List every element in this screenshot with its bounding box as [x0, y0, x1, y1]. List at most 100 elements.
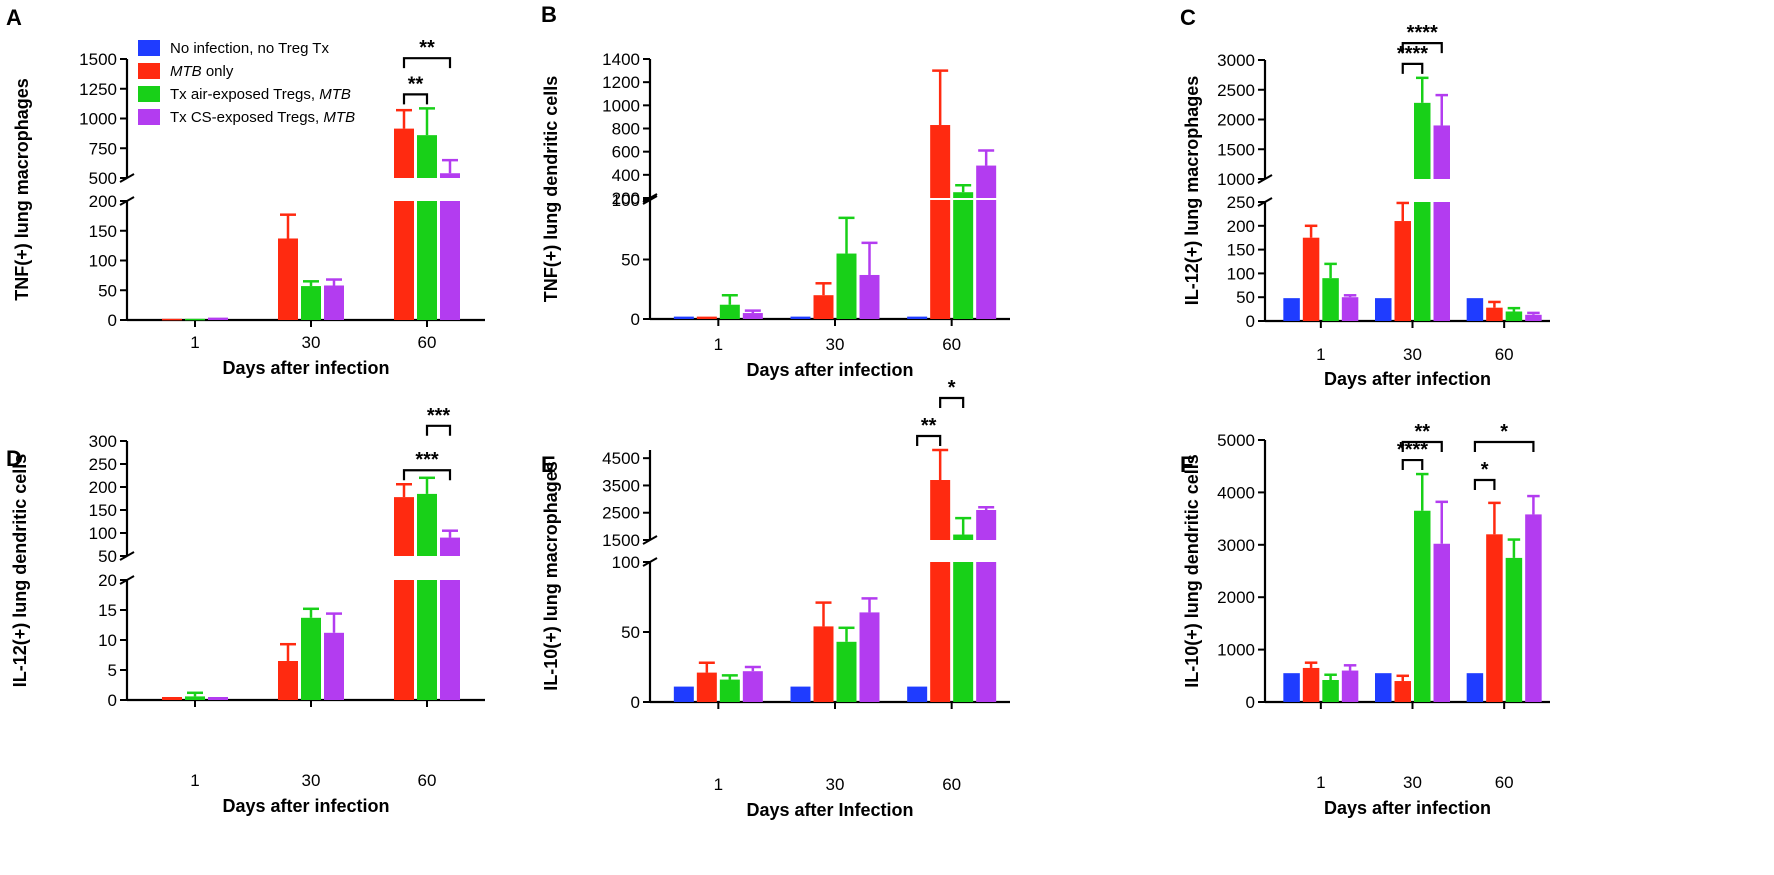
bar — [324, 285, 344, 320]
bar-group — [1302, 661, 1320, 702]
significance-bracket: * — [1473, 459, 1496, 490]
bar-group — [790, 316, 811, 319]
bar — [1433, 125, 1450, 179]
bar — [1505, 311, 1523, 321]
bar — [953, 192, 974, 198]
x-axis-title: Days after infection — [222, 796, 389, 816]
y-tick-label: 150 — [89, 222, 117, 241]
bar — [907, 316, 928, 319]
bar-group — [930, 69, 951, 319]
y-tick-label: 200 — [89, 192, 117, 211]
y-tick-label: 200 — [612, 189, 640, 208]
bar-group — [813, 601, 834, 702]
significance-stars: *** — [415, 449, 439, 471]
y-tick-label: 100 — [89, 252, 117, 271]
y-tick-label: 4000 — [1217, 483, 1255, 502]
y-tick-label: 3000 — [1217, 536, 1255, 555]
bar-group — [1466, 673, 1484, 702]
y-tick-label: 5000 — [1217, 431, 1255, 450]
bar — [1302, 667, 1320, 702]
bar — [673, 686, 694, 702]
bar — [417, 493, 437, 556]
bracket-line — [425, 424, 452, 436]
significance-bracket: **** — [1397, 43, 1428, 74]
bar — [162, 318, 182, 321]
x-tick-label: 1 — [1316, 773, 1325, 792]
bar — [1486, 534, 1503, 702]
y-tick-label: 50 — [1236, 288, 1255, 307]
bar — [162, 697, 182, 700]
bar-group — [301, 280, 321, 320]
y-tick-label: 0 — [1246, 693, 1255, 712]
y-tick-label: 800 — [612, 120, 640, 139]
bar-group — [324, 278, 344, 320]
bar — [953, 562, 974, 702]
bar — [859, 274, 880, 319]
axis-break-mark — [642, 557, 658, 567]
panel-letter: F — [1180, 452, 1193, 477]
bar — [907, 686, 928, 702]
bar-group — [859, 241, 880, 319]
bar — [1414, 202, 1431, 321]
y-tick-label: 1250 — [79, 80, 117, 99]
y-tick-label: 20 — [98, 571, 117, 590]
bar — [208, 697, 228, 700]
legend-swatch — [138, 63, 160, 79]
bracket-line — [1401, 42, 1443, 54]
significance-stars: * — [948, 377, 956, 399]
y-axis: 0 50 100 150 200 250 1000 1500 2000 2500 3000 — [1217, 51, 1273, 331]
y-tick-label: 3500 — [602, 476, 640, 495]
x-tick-label: 60 — [1495, 345, 1514, 364]
bar-group — [394, 482, 414, 700]
significance-stars: *** — [427, 405, 451, 427]
bar — [1283, 298, 1300, 321]
panel-letter: D — [6, 446, 22, 471]
y-tick-label: 0 — [108, 311, 117, 330]
y-tick-label: 50 — [621, 623, 640, 642]
bar — [1525, 514, 1542, 702]
bar — [1505, 557, 1523, 702]
bar — [1341, 297, 1359, 321]
bar — [742, 671, 763, 702]
bracket-line — [402, 57, 452, 69]
legend-text: Tx CS-exposed Tregs, — [170, 109, 323, 126]
bar-group — [185, 318, 205, 321]
bar-group — [719, 293, 740, 319]
bar — [185, 318, 205, 321]
legend-label: MTB only — [170, 63, 234, 80]
panel-c: C 0 50 100 150 200 250 1000 1500 2000 2500 3000 1 30 6… — [1180, 5, 1550, 389]
bar-group — [696, 661, 717, 702]
bar-group — [930, 448, 951, 702]
bar-group — [907, 686, 928, 702]
significance-stars: * — [1481, 459, 1489, 481]
x-tick-label: 1 — [190, 333, 199, 352]
significance-bracket: *** — [425, 405, 452, 436]
y-axis-title: TNF(+) lung dendritic cells — [541, 76, 561, 303]
x-axis-title: Days after infection — [222, 358, 389, 378]
bar-group — [324, 612, 344, 700]
y-tick-label: 5 — [108, 661, 117, 680]
x-tick-label: 60 — [942, 335, 961, 354]
bracket-line — [1401, 62, 1424, 74]
bar — [813, 295, 834, 319]
y-tick-label: 100 — [89, 524, 117, 543]
panel-e: E 0 50 100 1500 2500 3500 4500 1 30 60 Days after I… — [541, 377, 1010, 820]
bar — [953, 200, 974, 319]
panel-d: D 0 5 10 15 20 50 100 150 200 250 300 1 30 60 Days afte… — [6, 405, 485, 816]
significance-bracket: ** — [1401, 421, 1443, 452]
bar — [976, 562, 997, 702]
bar-group — [1414, 76, 1431, 321]
bar — [417, 135, 437, 178]
y-tick-label: 500 — [89, 169, 117, 188]
bar-group — [673, 686, 694, 702]
x-tick-label: 1 — [714, 775, 723, 794]
bracket-line — [1401, 458, 1424, 471]
bar-group — [907, 316, 928, 319]
bar — [278, 238, 298, 320]
bar — [953, 534, 974, 540]
legend-swatch — [138, 109, 160, 125]
y-tick-label: 100 — [612, 553, 640, 572]
bar-group — [1433, 93, 1450, 321]
